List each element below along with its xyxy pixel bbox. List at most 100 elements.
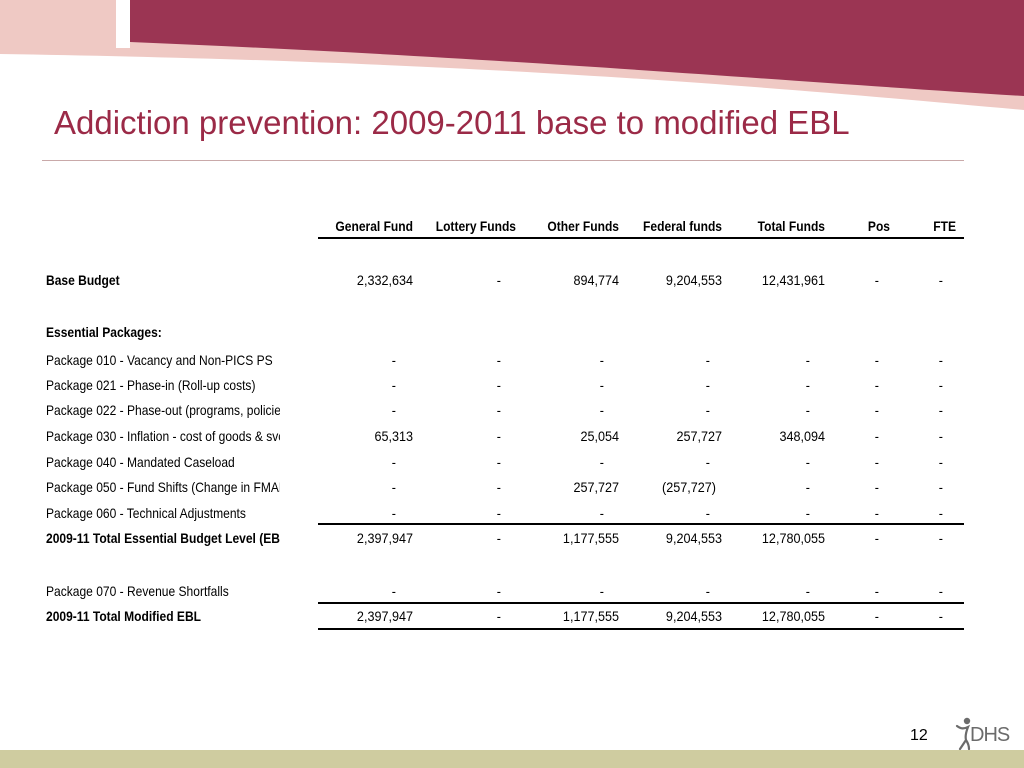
table-row: Package 050 - Fund Shifts (Change in FMA… [40, 476, 964, 498]
row-label: Package 070 - Revenue Shortfalls [46, 583, 229, 599]
cell-lottery-funds: - [496, 608, 501, 624]
cell-lottery-funds: - [496, 402, 501, 418]
cell-other-funds: 257,727 [573, 479, 619, 495]
cell-fte: - [938, 608, 943, 624]
row-label: Package 040 - Mandated Caseload [46, 454, 235, 470]
cell-lottery-funds: - [496, 428, 501, 444]
cell-federal-funds: - [705, 505, 710, 521]
slide-title: Addiction prevention: 2009-2011 base to … [54, 104, 850, 141]
cell-other-funds: 894,774 [573, 272, 619, 288]
column-header-pos: Pos [867, 218, 890, 234]
cell-federal-funds: - [705, 352, 710, 368]
title-divider [42, 160, 964, 161]
column-header-total-funds: Total Funds [757, 218, 825, 234]
bottom-rule [318, 628, 964, 630]
table-row: Package 010 - Vacancy and Non-PICS PS - … [40, 349, 964, 371]
cell-total-funds: - [805, 402, 810, 418]
cell-total-funds: 12,780,055 [761, 530, 825, 546]
cell-pos: - [874, 608, 879, 624]
cell-other-funds: 1,177,555 [562, 530, 619, 546]
cell-general-fund: - [391, 352, 396, 368]
cell-total-funds: - [805, 352, 810, 368]
cell-general-fund: - [391, 583, 396, 599]
cell-fte: - [938, 505, 943, 521]
row-label: Package 022 - Phase-out (programs, polic… [46, 402, 280, 418]
cell-federal-funds: - [705, 402, 710, 418]
cell-general-fund: - [391, 377, 396, 393]
table-row: Package 022 - Phase-out (programs, polic… [40, 399, 964, 421]
cell-fte: - [938, 530, 943, 546]
cell-total-funds: - [805, 479, 810, 495]
cell-lottery-funds: - [496, 377, 501, 393]
row-label: Package 050 - Fund Shifts (Change in FMA… [46, 479, 280, 495]
cell-other-funds: - [599, 505, 604, 521]
table-row: Package 021 - Phase-in (Roll-up costs) -… [40, 374, 964, 396]
cell-fte: - [938, 377, 943, 393]
total-rule [318, 602, 964, 604]
cell-total-funds: 12,431,961 [761, 272, 825, 288]
cell-pos: - [874, 428, 879, 444]
cell-total-funds: - [805, 377, 810, 393]
table-row-total: 2009-11 Total Modified EBL 2,397,947 - 1… [40, 605, 964, 627]
column-header-other-funds: Other Funds [547, 218, 619, 234]
table-row: Package 040 - Mandated Caseload - - - - … [40, 451, 964, 473]
table-row: Package 030 - Inflation - cost of goods … [40, 425, 964, 447]
cell-general-fund: - [391, 454, 396, 470]
row-label: Base Budget [46, 272, 120, 288]
cell-federal-funds: 257,727 [676, 428, 722, 444]
row-label: 2009-11 Total Essential Budget Level (EB… [46, 530, 280, 546]
cell-other-funds: - [599, 402, 604, 418]
header-band [0, 0, 1024, 110]
cell-general-fund: - [391, 505, 396, 521]
column-header-general-fund: General Fund [335, 218, 413, 234]
row-label: 2009-11 Total Modified EBL [46, 608, 202, 624]
cell-lottery-funds: - [496, 272, 501, 288]
budget-table: General Fund Lottery Funds Other Funds F… [40, 0, 964, 768]
cell-other-funds: 1,177,555 [562, 608, 619, 624]
cell-other-funds: - [599, 352, 604, 368]
cell-lottery-funds: - [496, 454, 501, 470]
cell-fte: - [938, 479, 943, 495]
section-heading-row: Essential Packages: [40, 321, 964, 343]
cell-lottery-funds: - [496, 352, 501, 368]
row-label: Package 010 - Vacancy and Non-PICS PS [46, 352, 273, 368]
cell-other-funds: - [599, 377, 604, 393]
cell-pos: - [874, 505, 879, 521]
dhs-logo: DHS [954, 716, 1014, 750]
cell-lottery-funds: - [496, 583, 501, 599]
table-row: Base Budget 2,332,634 - 894,774 9,204,55… [40, 269, 964, 291]
cell-fte: - [938, 454, 943, 470]
cell-federal-funds: - [705, 583, 710, 599]
cell-fte: - [938, 352, 943, 368]
cell-fte: - [938, 402, 943, 418]
cell-pos: - [874, 479, 879, 495]
subtotal-rule [318, 523, 964, 525]
cell-federal-funds: 9,204,553 [665, 608, 722, 624]
cell-federal-funds: - [705, 377, 710, 393]
cell-lottery-funds: - [496, 505, 501, 521]
cell-pos: - [874, 530, 879, 546]
cell-total-funds: - [805, 505, 810, 521]
cell-other-funds: - [599, 454, 604, 470]
header-underline [318, 237, 964, 239]
cell-pos: - [874, 454, 879, 470]
cell-fte: - [938, 583, 943, 599]
cell-general-fund: 2,397,947 [356, 530, 413, 546]
row-label: Package 021 - Phase-in (Roll-up costs) [46, 377, 256, 393]
cell-total-funds: - [805, 583, 810, 599]
table-row-total: 2009-11 Total Essential Budget Level (EB… [40, 527, 964, 549]
row-label: Package 030 - Inflation - cost of goods … [46, 428, 280, 444]
cell-total-funds: - [805, 454, 810, 470]
cell-general-fund: - [391, 479, 396, 495]
cell-pos: - [874, 272, 879, 288]
cell-total-funds: 12,780,055 [761, 608, 825, 624]
table-row: Package 070 - Revenue Shortfalls - - - -… [40, 580, 964, 602]
cell-federal-funds: (257,727) [662, 479, 716, 495]
cell-federal-funds: - [705, 454, 710, 470]
page-number: 12 [910, 727, 928, 744]
cell-lottery-funds: - [496, 479, 501, 495]
cell-pos: - [874, 583, 879, 599]
person-figure-icon [955, 717, 971, 750]
section-heading: Essential Packages: [46, 324, 162, 340]
logo-text: DHS [970, 724, 1010, 746]
